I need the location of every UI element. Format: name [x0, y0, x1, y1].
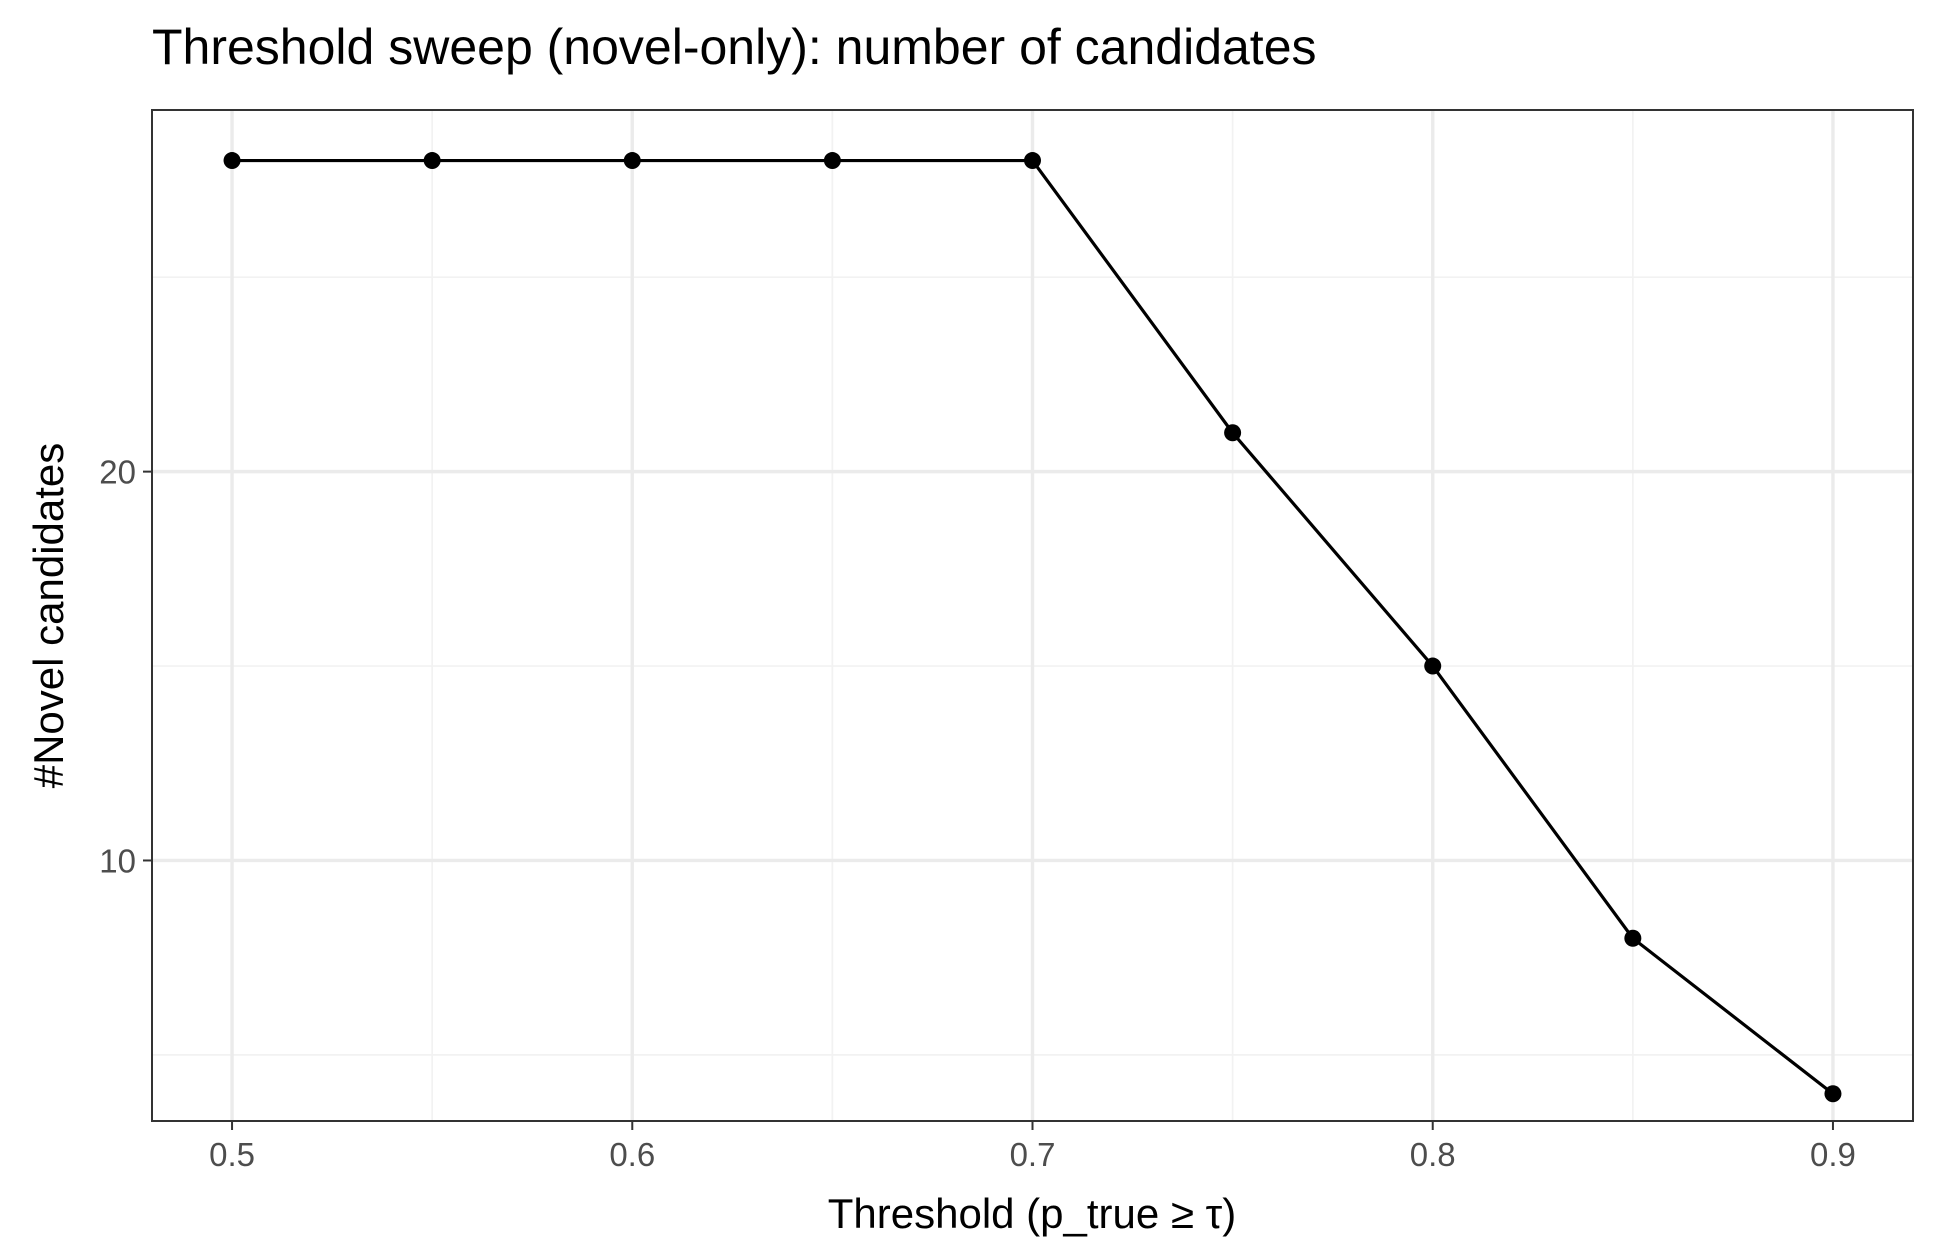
x-tick-label: 0.7 — [1010, 1136, 1056, 1173]
y-tick-label: 10 — [99, 842, 136, 879]
y-axis: 10 20 — [99, 454, 152, 879]
x-tick-label: 0.6 — [609, 1136, 655, 1173]
plot-panel — [151, 109, 1914, 1122]
x-tick-label: 0.9 — [1810, 1136, 1856, 1173]
data-point — [223, 152, 241, 170]
x-axis: 0.5 0.6 0.7 0.8 0.9 — [209, 1121, 1856, 1173]
data-point — [1224, 424, 1242, 442]
chart-title: Threshold sweep (novel-only): number of … — [152, 19, 1317, 75]
data-point — [823, 152, 841, 170]
data-point — [423, 152, 441, 170]
data-point — [1824, 1085, 1842, 1103]
x-tick-label: 0.8 — [1410, 1136, 1456, 1173]
x-axis-title: Threshold (p_true ≥ τ) — [828, 1190, 1236, 1237]
data-point — [623, 152, 641, 170]
data-point — [1424, 657, 1442, 675]
data-point — [1624, 929, 1642, 947]
y-tick-label: 20 — [99, 454, 136, 491]
x-tick-label: 0.5 — [209, 1136, 255, 1173]
data-series — [223, 152, 1842, 1103]
data-point — [1024, 152, 1041, 170]
y-axis-title: #Novel candidates — [25, 443, 72, 789]
major-gridlines — [152, 110, 1913, 1121]
